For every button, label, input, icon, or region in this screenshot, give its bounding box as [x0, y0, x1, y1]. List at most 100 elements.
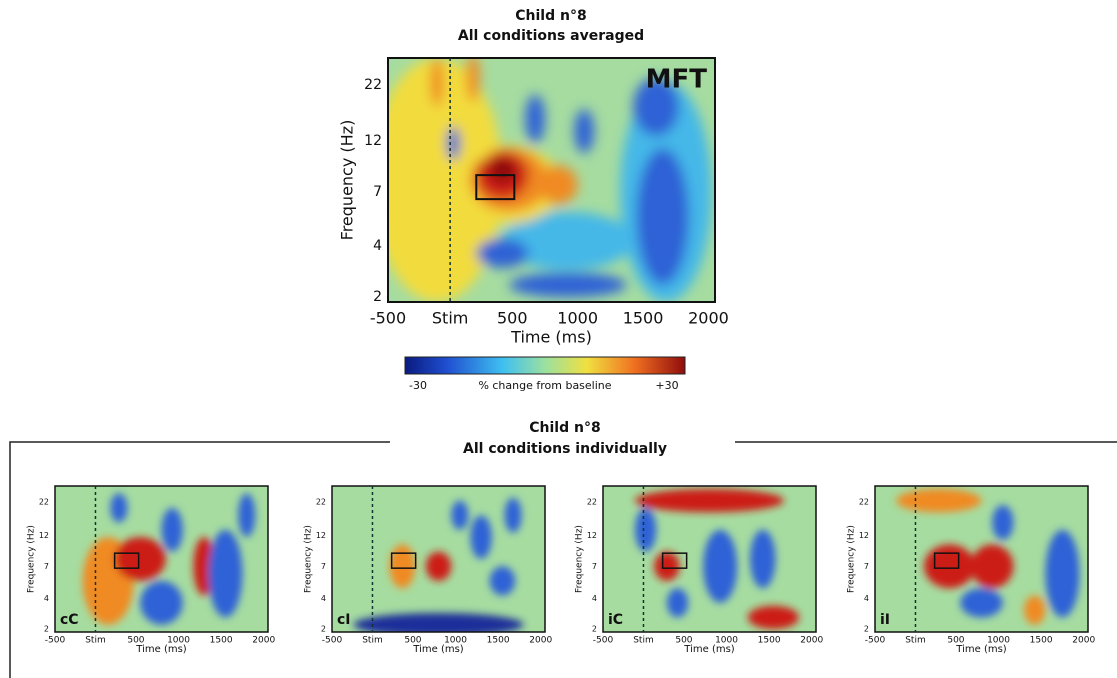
y-tick-label: 7: [592, 562, 597, 571]
y-tick-label: 2: [373, 289, 382, 305]
heat-blob: [747, 605, 799, 630]
heat-blob: [666, 588, 689, 618]
plot-border: [874, 485, 1089, 633]
title-line: Child n°8: [515, 8, 586, 24]
heat-blob: [1045, 529, 1080, 618]
heat-blob: [634, 507, 657, 552]
heat-blob: [161, 507, 183, 552]
y-tick-label: 22: [316, 498, 326, 507]
heat-blob: [970, 544, 1014, 589]
colorbar-max: +30: [655, 379, 678, 392]
x-tick-label: 1000: [715, 636, 738, 646]
x-tick-label: 1500: [210, 636, 233, 646]
heatmap-blobs: [896, 488, 1080, 625]
heatmap: [332, 486, 545, 632]
roi-box: [390, 552, 417, 569]
y-tick-label: 12: [316, 531, 326, 540]
x-axis-label: Time (ms): [412, 644, 464, 655]
heat-blob: [525, 94, 545, 144]
heat-blob: [634, 488, 785, 513]
y-tick-label: 2: [592, 625, 597, 634]
heat-blob: [353, 613, 524, 632]
x-axis-label: Time (ms): [955, 644, 1007, 655]
heat-blob: [1024, 595, 1046, 625]
y-tick-label: 12: [364, 133, 382, 149]
roi-box: [933, 552, 960, 569]
x-tick-label: 500: [675, 636, 692, 646]
x-tick-label: Stim: [432, 309, 468, 328]
heat-blob: [654, 551, 680, 581]
title-line: All conditions individually: [463, 441, 667, 457]
x-tick-label: 1000: [987, 636, 1010, 646]
roi-box: [661, 552, 688, 569]
x-tick-label: 2000: [529, 636, 552, 646]
x-tick-label: 1000: [444, 636, 467, 646]
x-tick-label: -500: [593, 636, 614, 646]
heatmap-blobs: [388, 58, 712, 302]
heatmap: [388, 58, 715, 302]
y-axis-label: Frequency (Hz): [338, 120, 357, 241]
x-tick-label: 2000: [688, 309, 729, 328]
x-tick-label: 500: [127, 636, 144, 646]
heatmap-blobs: [353, 497, 524, 632]
y-tick-label: 22: [39, 498, 49, 507]
y-tick-label: 4: [44, 594, 49, 603]
x-tick-label: Stim: [633, 636, 654, 646]
x-tick-label: 1500: [758, 636, 781, 646]
plot-border: [54, 485, 269, 633]
frame: [9, 441, 1117, 678]
x-tick-label: Stim: [85, 636, 106, 646]
colorbar-min: -30: [409, 379, 427, 392]
heat-blob: [896, 488, 982, 513]
roi-box: [475, 174, 516, 201]
heatmap: [875, 486, 1088, 632]
x-axis-label: Time (ms): [510, 328, 592, 347]
heat-blob: [633, 77, 680, 137]
y-tick-label: 22: [587, 498, 597, 507]
heatmap-blobs: [634, 488, 799, 630]
heat-blob: [508, 272, 627, 298]
x-tick-label: 500: [947, 636, 964, 646]
x-tick-label: Stim: [362, 636, 383, 646]
heat-blob: [238, 493, 256, 538]
x-tick-label: -500: [370, 309, 406, 328]
x-tick-label: 500: [497, 309, 528, 328]
panel-label: iC: [608, 612, 623, 628]
heat-blob: [960, 588, 1003, 618]
heat-blob: [636, 148, 689, 285]
heat-blob: [992, 504, 1014, 541]
y-tick-label: 7: [44, 562, 49, 571]
heat-blob: [470, 515, 492, 559]
heat-blob: [425, 551, 452, 581]
y-tick-label: 2: [321, 625, 326, 634]
y-tick-label: 7: [321, 562, 326, 571]
panel-label: cC: [60, 612, 79, 628]
heat-blob: [923, 544, 976, 589]
y-tick-label: 2: [44, 625, 49, 634]
x-tick-label: 1000: [167, 636, 190, 646]
x-tick-label: Stim: [905, 636, 926, 646]
x-tick-label: -500: [322, 636, 343, 646]
x-tick-label: 1500: [1030, 636, 1053, 646]
x-tick-label: 2000: [252, 636, 275, 646]
x-tick-label: 500: [404, 636, 421, 646]
heat-blob: [463, 101, 496, 161]
plot-border: [602, 485, 817, 633]
heat-blob: [504, 497, 522, 533]
heat-blob: [489, 158, 516, 183]
y-axis-label: Frequency (Hz): [27, 525, 37, 593]
colorbar: [404, 356, 686, 375]
heat-blob: [749, 529, 776, 589]
panel-label: MFT: [646, 65, 708, 95]
heatmap: [55, 486, 268, 632]
y-tick-label: 12: [587, 531, 597, 540]
panel-label: cI: [337, 612, 351, 628]
heat-blob: [451, 500, 469, 530]
heat-blob: [110, 493, 128, 523]
y-tick-label: 7: [373, 184, 382, 200]
x-axis-label: Time (ms): [135, 644, 187, 655]
heat-blob: [703, 529, 738, 603]
panel-label: iI: [880, 612, 890, 628]
plot-border: [331, 485, 546, 633]
heat-blob: [489, 566, 516, 596]
